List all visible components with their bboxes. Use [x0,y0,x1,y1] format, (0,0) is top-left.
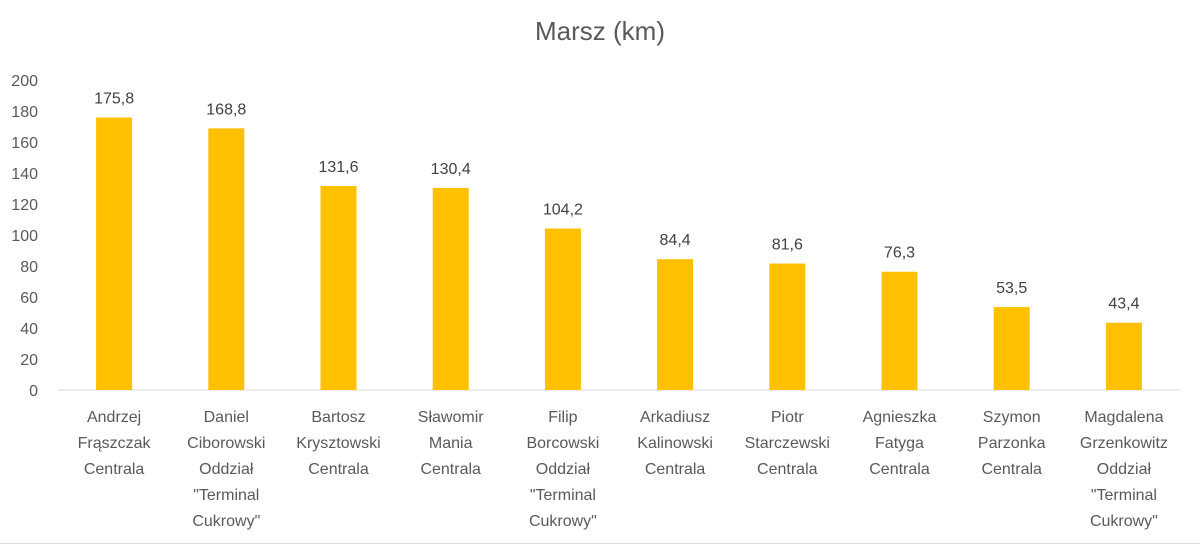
bar [881,271,918,390]
y-tick-label: 40 [20,321,38,338]
y-tick-label: 160 [11,135,38,152]
x-category-label-line: Ciborowski [187,435,265,452]
bar [657,259,694,390]
x-category-label-line: "Terminal [530,487,596,504]
bar [769,263,806,390]
x-category-label: Agnieszka Fatyga Centrala [863,409,937,478]
x-category-label-line: Centrala [420,461,481,478]
x-category-label-line: Magdalena [1084,409,1163,426]
data-label: 43,4 [1108,296,1139,313]
data-label: 130,4 [431,161,471,178]
y-tick-label: 60 [20,290,38,307]
bar [208,128,245,391]
x-category-label-line: Cukrowy" [192,513,260,530]
y-tick-label: 180 [11,104,38,121]
data-label: 84,4 [660,232,691,249]
bars [96,117,1142,391]
x-category-label: Sławomir Mania Centrala [418,409,484,478]
x-category-label-line: Centrala [869,461,930,478]
x-category-label: Filip Borcowski Oddział "Terminal Cukrowy" [526,409,599,530]
x-category-label-line: Fatyga [875,435,924,452]
bar [96,117,133,390]
x-category-label-line: Borcowski [526,435,599,452]
x-category-label: Andrzej Frąszczak Centrala [78,409,152,478]
bar [320,186,357,390]
data-label: 175,8 [94,91,134,108]
x-category-label-line: Mania [429,435,473,452]
x-category-label-line: Piotr [771,409,805,426]
x-category-label: Szymon Parzonka Centrala [978,409,1046,478]
y-tick-label: 140 [11,166,38,183]
x-category-label-line: Centrala [645,461,706,478]
y-tick-label: 100 [11,228,38,245]
x-category-label-line: Andrzej [87,409,141,426]
bar [544,228,581,390]
x-category-label-line: Bartosz [311,409,365,426]
category-labels: Andrzej Frąszczak Centrala Daniel Ciborowski… [78,409,1168,530]
y-axis-ticks: 0 20 40 60 80 100 120 140 160 180 200 [11,73,38,400]
x-category-label-line: Cukrowy" [1090,513,1158,530]
x-category-label-line: Centrala [308,461,369,478]
x-category-label-line: Agnieszka [863,409,937,426]
x-category-label-line: Sławomir [418,409,484,426]
x-category-label-line: Centrala [84,461,145,478]
data-label: 131,6 [318,159,358,176]
x-category-label-line: "Terminal [193,487,259,504]
data-label: 168,8 [206,101,246,118]
data-labels: 175,8 168,8 131,6 130,4 104,2 84,4 81,6 76,3 53,… [94,91,1139,313]
x-category-label: Bartosz Krysztowski Centrala [296,409,380,478]
data-label: 104,2 [543,201,583,218]
y-tick-label: 0 [29,383,38,400]
chart-title: Marsz (km) [535,16,665,46]
x-category-label-line: Oddział [1097,461,1152,478]
x-category-label-line: Filip [548,409,577,426]
x-category-label: Magdalena Grzenkowitz Oddział "Terminal Cukr… [1080,409,1168,530]
x-category-label-line: Arkadiusz [640,409,710,426]
y-tick-label: 200 [11,73,38,90]
bar [1105,322,1142,390]
x-category-label-line: Centrala [757,461,818,478]
x-category-label-line: Daniel [204,409,249,426]
x-category-label-line: Frąszczak [78,435,152,452]
x-category-label-line: Kalinowski [637,435,713,452]
y-tick-label: 120 [11,197,38,214]
x-category-label: Arkadiusz Kalinowski Centrala [637,409,713,478]
x-category-label-line: Grzenkowitz [1080,435,1168,452]
data-label: 76,3 [884,245,915,262]
x-category-label: Piotr Starczewski Centrala [745,409,830,478]
x-category-label-line: "Terminal [1091,487,1157,504]
data-label: 53,5 [996,280,1027,297]
x-category-label-line: Krysztowski [296,435,380,452]
x-category-label-line: Starczewski [745,435,830,452]
x-category-label-line: Oddział [536,461,591,478]
x-category-label-line: Oddział [199,461,254,478]
x-category-label-line: Cukrowy" [529,513,597,530]
bar [432,187,469,390]
y-tick-label: 20 [20,352,38,369]
x-category-label-line: Centrala [981,461,1042,478]
y-tick-label: 80 [20,259,38,276]
data-label: 81,6 [772,237,803,254]
bottom-divider [0,543,1200,544]
x-category-label-line: Szymon [983,409,1041,426]
x-category-label: Daniel Ciborowski Oddział "Terminal Cukrowy" [187,409,265,530]
x-category-label-line: Parzonka [978,435,1046,452]
bar [993,307,1030,390]
